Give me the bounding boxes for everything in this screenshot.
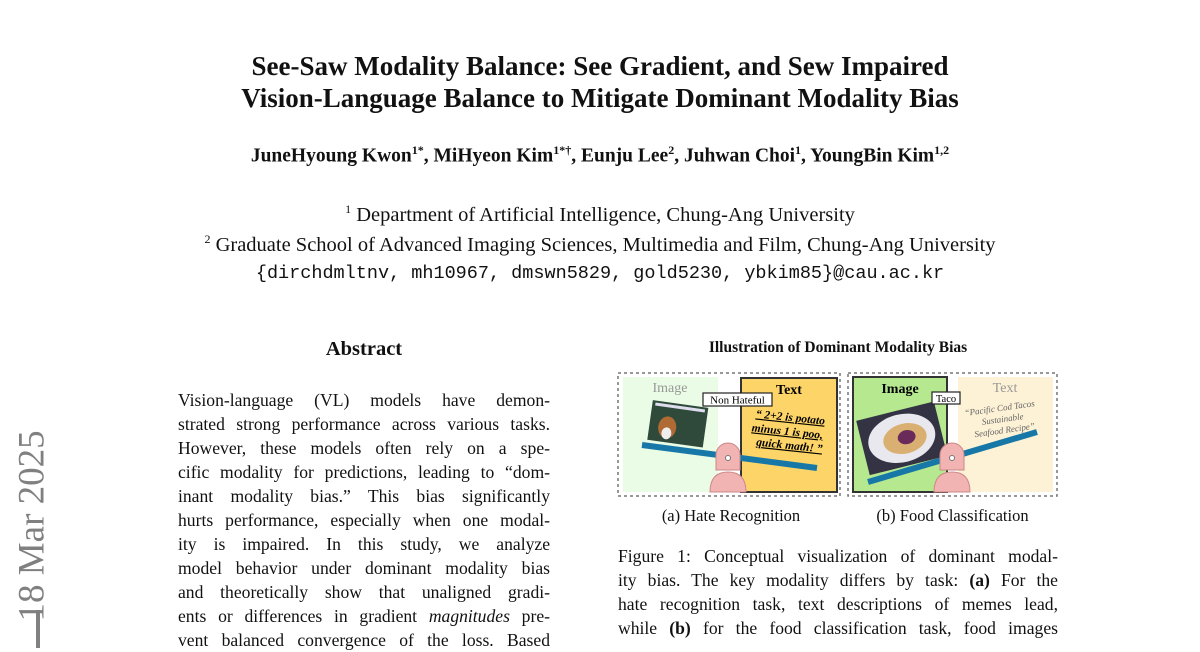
prediction-label-box [702, 392, 773, 407]
panel-hate-recognition: Image Text “ 2+2 is potato minus 1 is po… [617, 372, 841, 497]
panel-a-border [617, 372, 841, 497]
seesaw-fulcrum [933, 442, 971, 493]
abstract-line: However, these models often rely on a sp… [178, 438, 550, 458]
text: while [618, 618, 670, 638]
bold-ref: (a) [969, 570, 990, 590]
author-affiliation-mark: 1,2 [934, 143, 950, 157]
text: ity bias. The key modality differs by ta… [618, 570, 970, 590]
author-list: JuneHyoung Kwon1*, MiHyeon Kim1*†, Eunju… [250, 143, 950, 167]
text: for the food classification task, food i… [690, 618, 1058, 638]
paper-title-line-2: Vision-Language Balance to Mitigate Domi… [241, 83, 959, 113]
affiliation-mark: 1 [345, 202, 352, 216]
abstract-line: vent balanced convergence of the loss. B… [178, 630, 550, 650]
bold-ref: (b) [669, 618, 691, 638]
abstract-line: inant modality bias.” This bias signific… [178, 486, 550, 506]
text: For the [989, 570, 1058, 590]
meme-image [647, 400, 709, 448]
affiliation-2: 2 Graduate School of Advanced Imaging Sc… [0, 232, 1200, 257]
panel-a-image-label: Image [653, 381, 688, 396]
paper-title-line-1: See-Saw Modality Balance: See Gradient, … [251, 51, 949, 81]
emphasis: magnitudes [428, 606, 510, 626]
author: MiHyeon Kim [433, 145, 554, 167]
panel-b-image-label: Image [881, 382, 918, 397]
abstract-line: Vision-language (VL) models have demon- [178, 390, 550, 410]
abstract-line: strated strong performance across variou… [178, 414, 550, 434]
food-image [856, 401, 948, 476]
author: JuneHyoung Kwon [250, 145, 412, 167]
author-affiliation-mark: 1 [795, 143, 802, 157]
affiliation-mark: 2 [204, 232, 211, 246]
caption-line: ity bias. The key modality differs by ta… [618, 568, 1058, 592]
panel-b-text-label: Text [993, 381, 1018, 396]
text: pre- [509, 606, 550, 626]
arxiv-stamp-bar [36, 610, 40, 648]
affiliation-text: Department of Artificial Intelligence, C… [356, 203, 855, 226]
author: YoungBin Kim [810, 145, 935, 167]
meme-text: “ 2+2 is potato minus 1 is poo, quick ma… [751, 408, 826, 455]
affiliation-1: 1 Department of Artificial Intelligence,… [0, 202, 1200, 227]
abstract-line: hurts performance, especially when one m… [178, 510, 550, 530]
abstract-line: model behavior under dominant modality b… [178, 558, 550, 578]
author-affiliation-mark: 1*† [553, 143, 572, 157]
panel-a-text-label: Text [776, 383, 802, 398]
abstract-line: and theoretically show that unaligned gr… [178, 582, 550, 602]
abstract-line: cific modality for predictions, leading … [178, 462, 550, 482]
abstract-line: ents or differences in gradient magnitud… [178, 604, 550, 628]
caption-line: Figure 1: Conceptual visualization of do… [618, 546, 1058, 566]
subcaption-b: (b) Food Classification [876, 506, 1029, 525]
seesaw-fulcrum [709, 442, 747, 493]
affiliation-text: Graduate School of Advanced Imaging Scie… [215, 233, 996, 256]
abstract-heading: Abstract [325, 338, 403, 360]
author-affiliation-mark: 1* [411, 143, 424, 157]
panel-food-classification: Text “Pacific Cod Tacos Sustainable Seaf… [847, 372, 1058, 497]
text: ents or differences in gradient [178, 606, 429, 626]
caption-line: hate recognition task, text descriptions… [618, 594, 1058, 614]
figure-title: Illustration of Dominant Modality Bias [708, 339, 968, 356]
caption-line: while (b) for the food classification ta… [618, 616, 1058, 640]
author: Eunju Lee [580, 145, 669, 167]
panel-a-prediction: Non Hateful [710, 395, 765, 407]
panel-b-border [847, 372, 1058, 497]
subcaption-a: (a) Hate Recognition [661, 506, 801, 525]
author: Juhwan Choi [683, 145, 796, 167]
abstract-line: ity is impaired. In this study, we analy… [178, 534, 550, 554]
author-affiliation-mark: 2 [668, 143, 675, 157]
panel-b-prediction: Taco [936, 394, 956, 405]
author-emails: {dirchdmltnv, mh10967, dmswn5829, gold52… [255, 263, 945, 284]
prediction-label-box [931, 391, 961, 405]
